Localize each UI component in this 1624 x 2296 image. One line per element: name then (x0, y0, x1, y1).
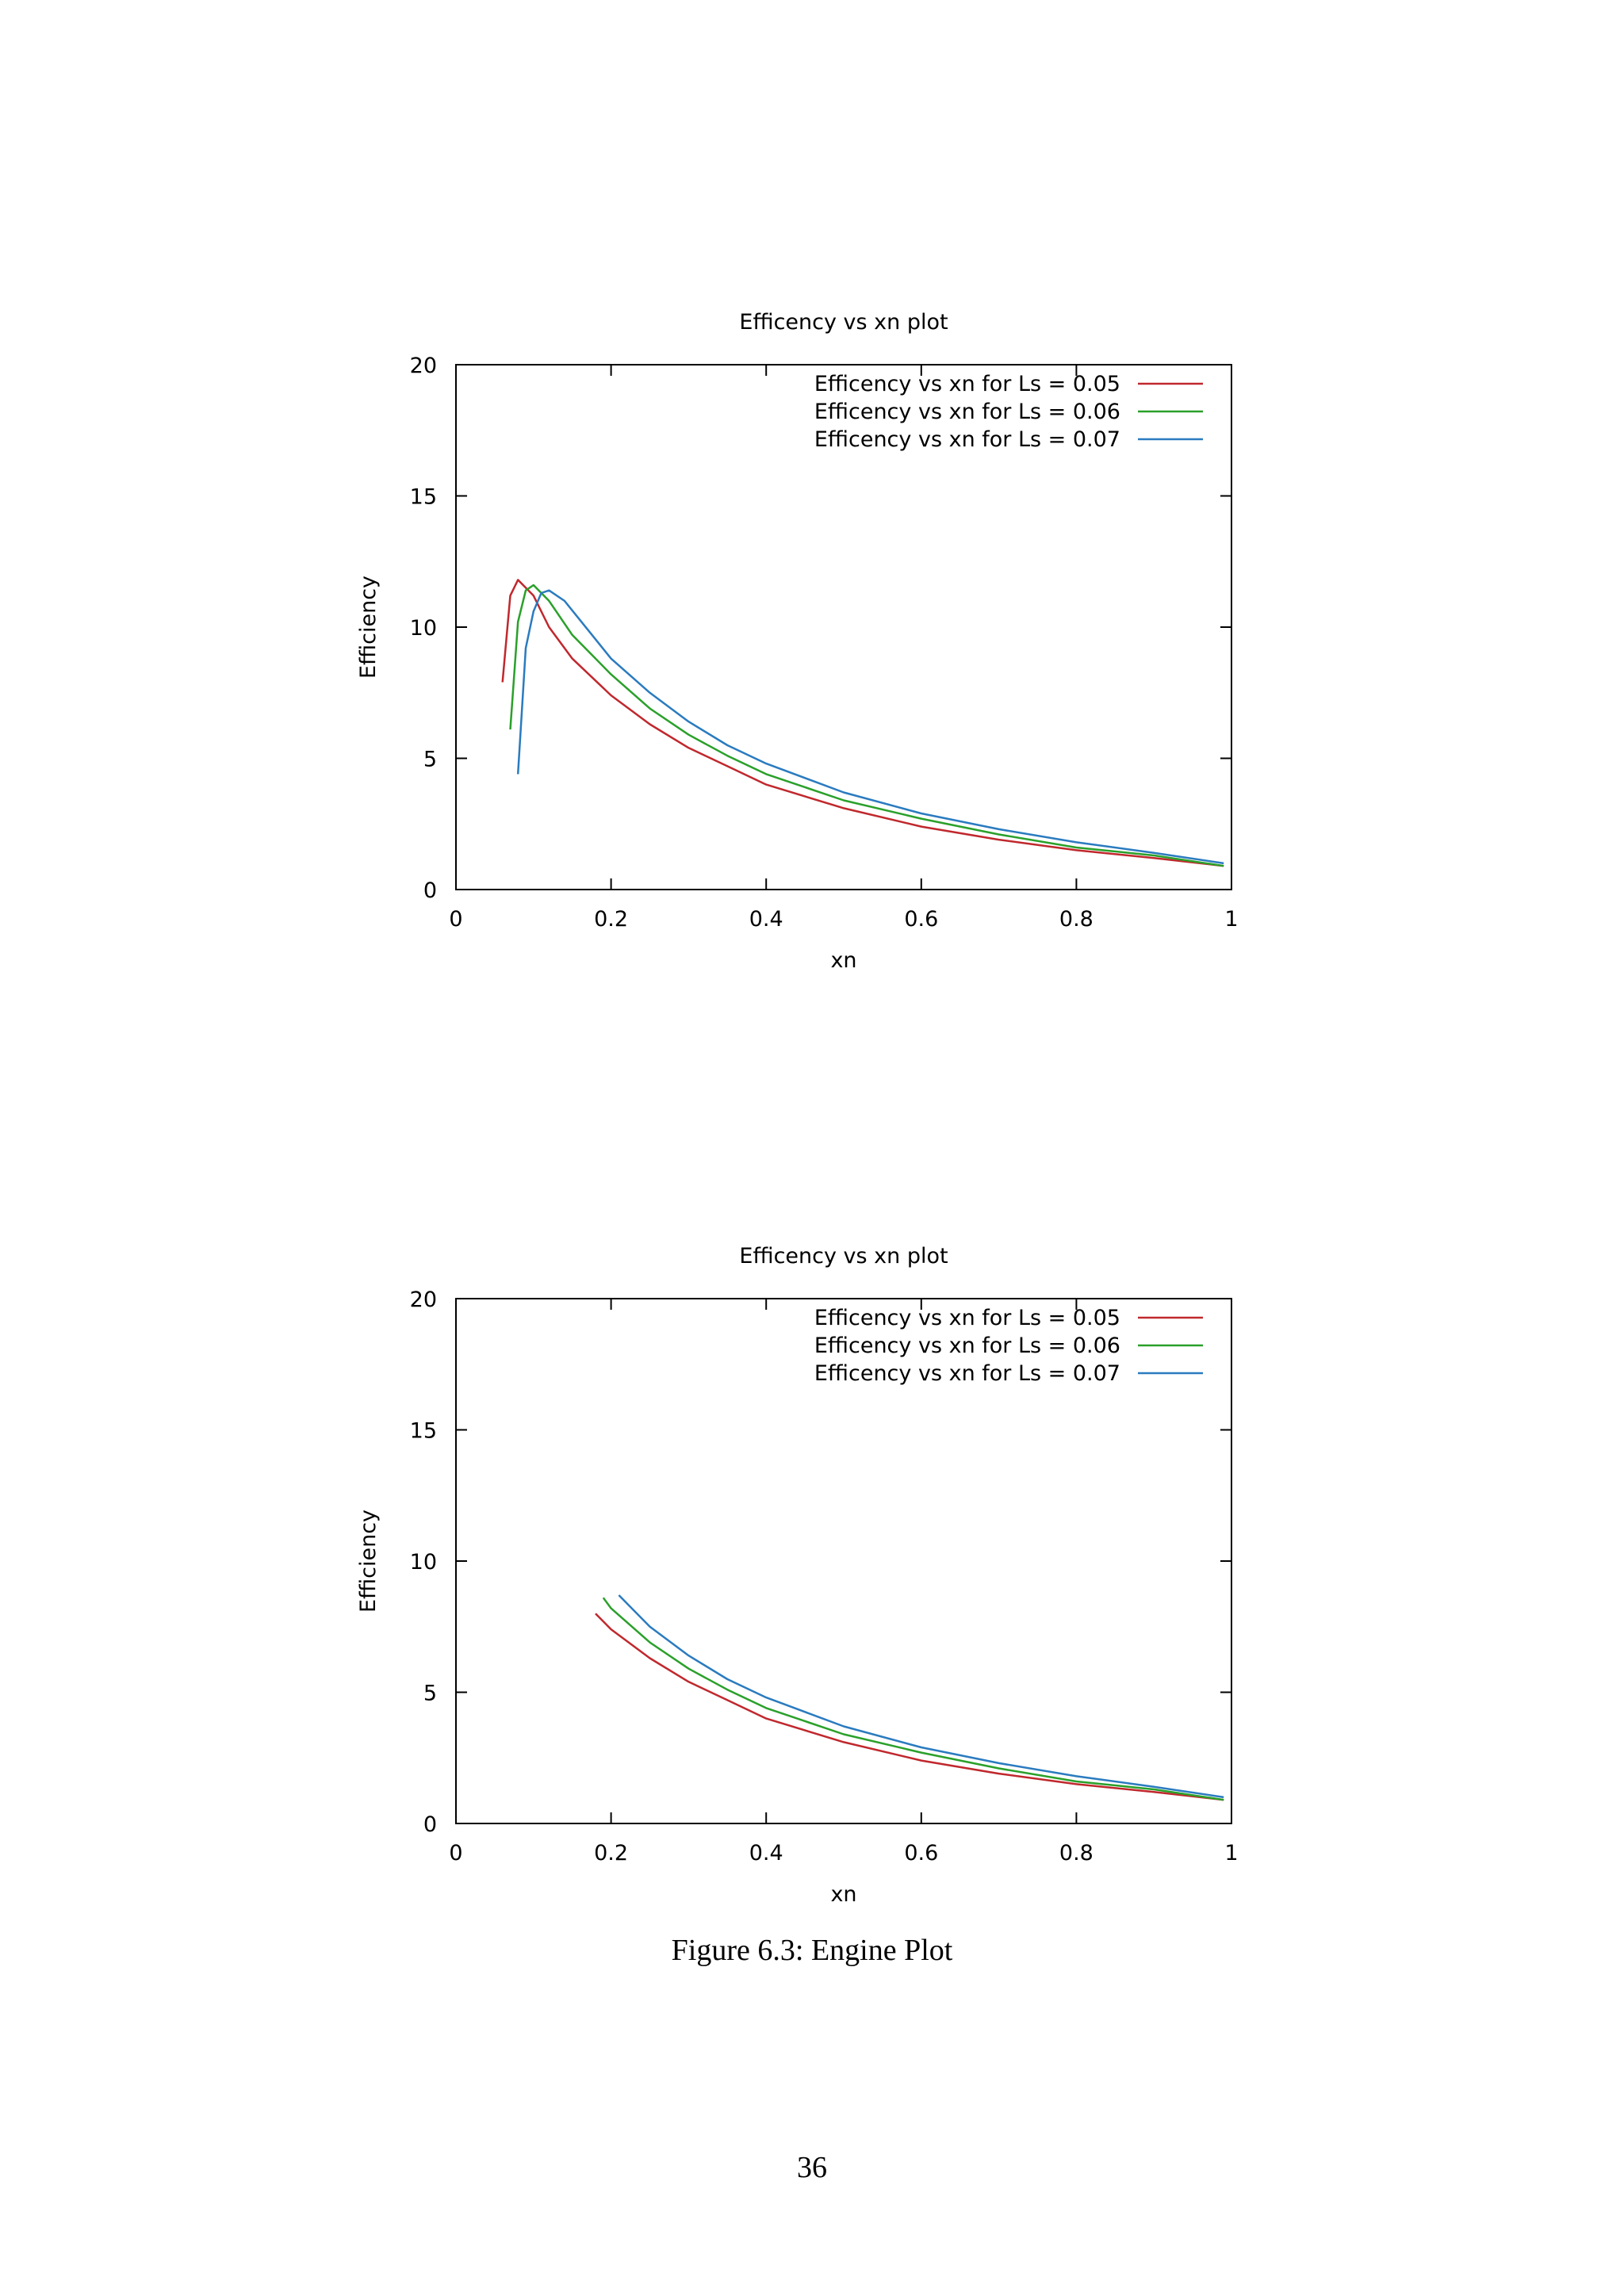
y-tick-label: 10 (410, 616, 437, 641)
x-tick-label: 0 (449, 907, 462, 932)
y-tick-label: 10 (410, 1550, 437, 1575)
chart-title: Efficency vs xn plot (739, 310, 948, 335)
series-line (618, 1594, 1224, 1799)
y-tick-label: 5 (423, 748, 437, 772)
y-axis-label: Efficiency (356, 576, 381, 679)
legend-label: Efficency vs xn for Ls = 0.07 (814, 1361, 1120, 1386)
y-tick-label: 15 (410, 485, 437, 510)
y-tick-label: 20 (410, 354, 437, 378)
x-tick-label: 0 (449, 1841, 462, 1866)
x-tick-label: 0.8 (1059, 907, 1094, 932)
x-axis-label: xn (830, 948, 856, 973)
page-number: 36 (797, 2151, 827, 2184)
series-line (509, 584, 1224, 867)
y-tick-label: 15 (410, 1419, 437, 1444)
legend-label: Efficency vs xn for Ls = 0.05 (814, 1306, 1120, 1330)
x-tick-label: 0.2 (594, 907, 628, 932)
legend-label: Efficency vs xn for Ls = 0.06 (814, 400, 1120, 424)
legend-label: Efficency vs xn for Ls = 0.06 (814, 1334, 1120, 1358)
x-tick-label: 0.8 (1059, 1841, 1094, 1866)
y-tick-label: 5 (423, 1682, 437, 1706)
x-tick-label: 0.2 (594, 1841, 628, 1866)
legend-label: Efficency vs xn for Ls = 0.05 (814, 372, 1120, 396)
x-tick-label: 1 (1224, 907, 1238, 932)
x-axis-label: xn (830, 1882, 856, 1907)
x-tick-label: 0.4 (749, 907, 783, 932)
x-tick-label: 1 (1224, 1841, 1238, 1866)
series-line (595, 1613, 1224, 1801)
series-line (516, 589, 1224, 865)
x-tick-label: 0.4 (749, 1841, 783, 1866)
figure-caption: Figure 6.3: Engine Plot (671, 1934, 953, 1967)
y-axis-label: Efficiency (356, 1510, 381, 1613)
y-tick-label: 0 (423, 1812, 437, 1837)
chart-title: Efficency vs xn plot (739, 1244, 948, 1269)
series-line (501, 579, 1224, 867)
y-tick-label: 20 (410, 1288, 437, 1312)
y-tick-label: 0 (423, 878, 437, 903)
legend-label: Efficency vs xn for Ls = 0.07 (814, 427, 1120, 452)
x-tick-label: 0.6 (904, 907, 938, 932)
x-tick-label: 0.6 (904, 1841, 938, 1866)
series-line (602, 1597, 1224, 1801)
